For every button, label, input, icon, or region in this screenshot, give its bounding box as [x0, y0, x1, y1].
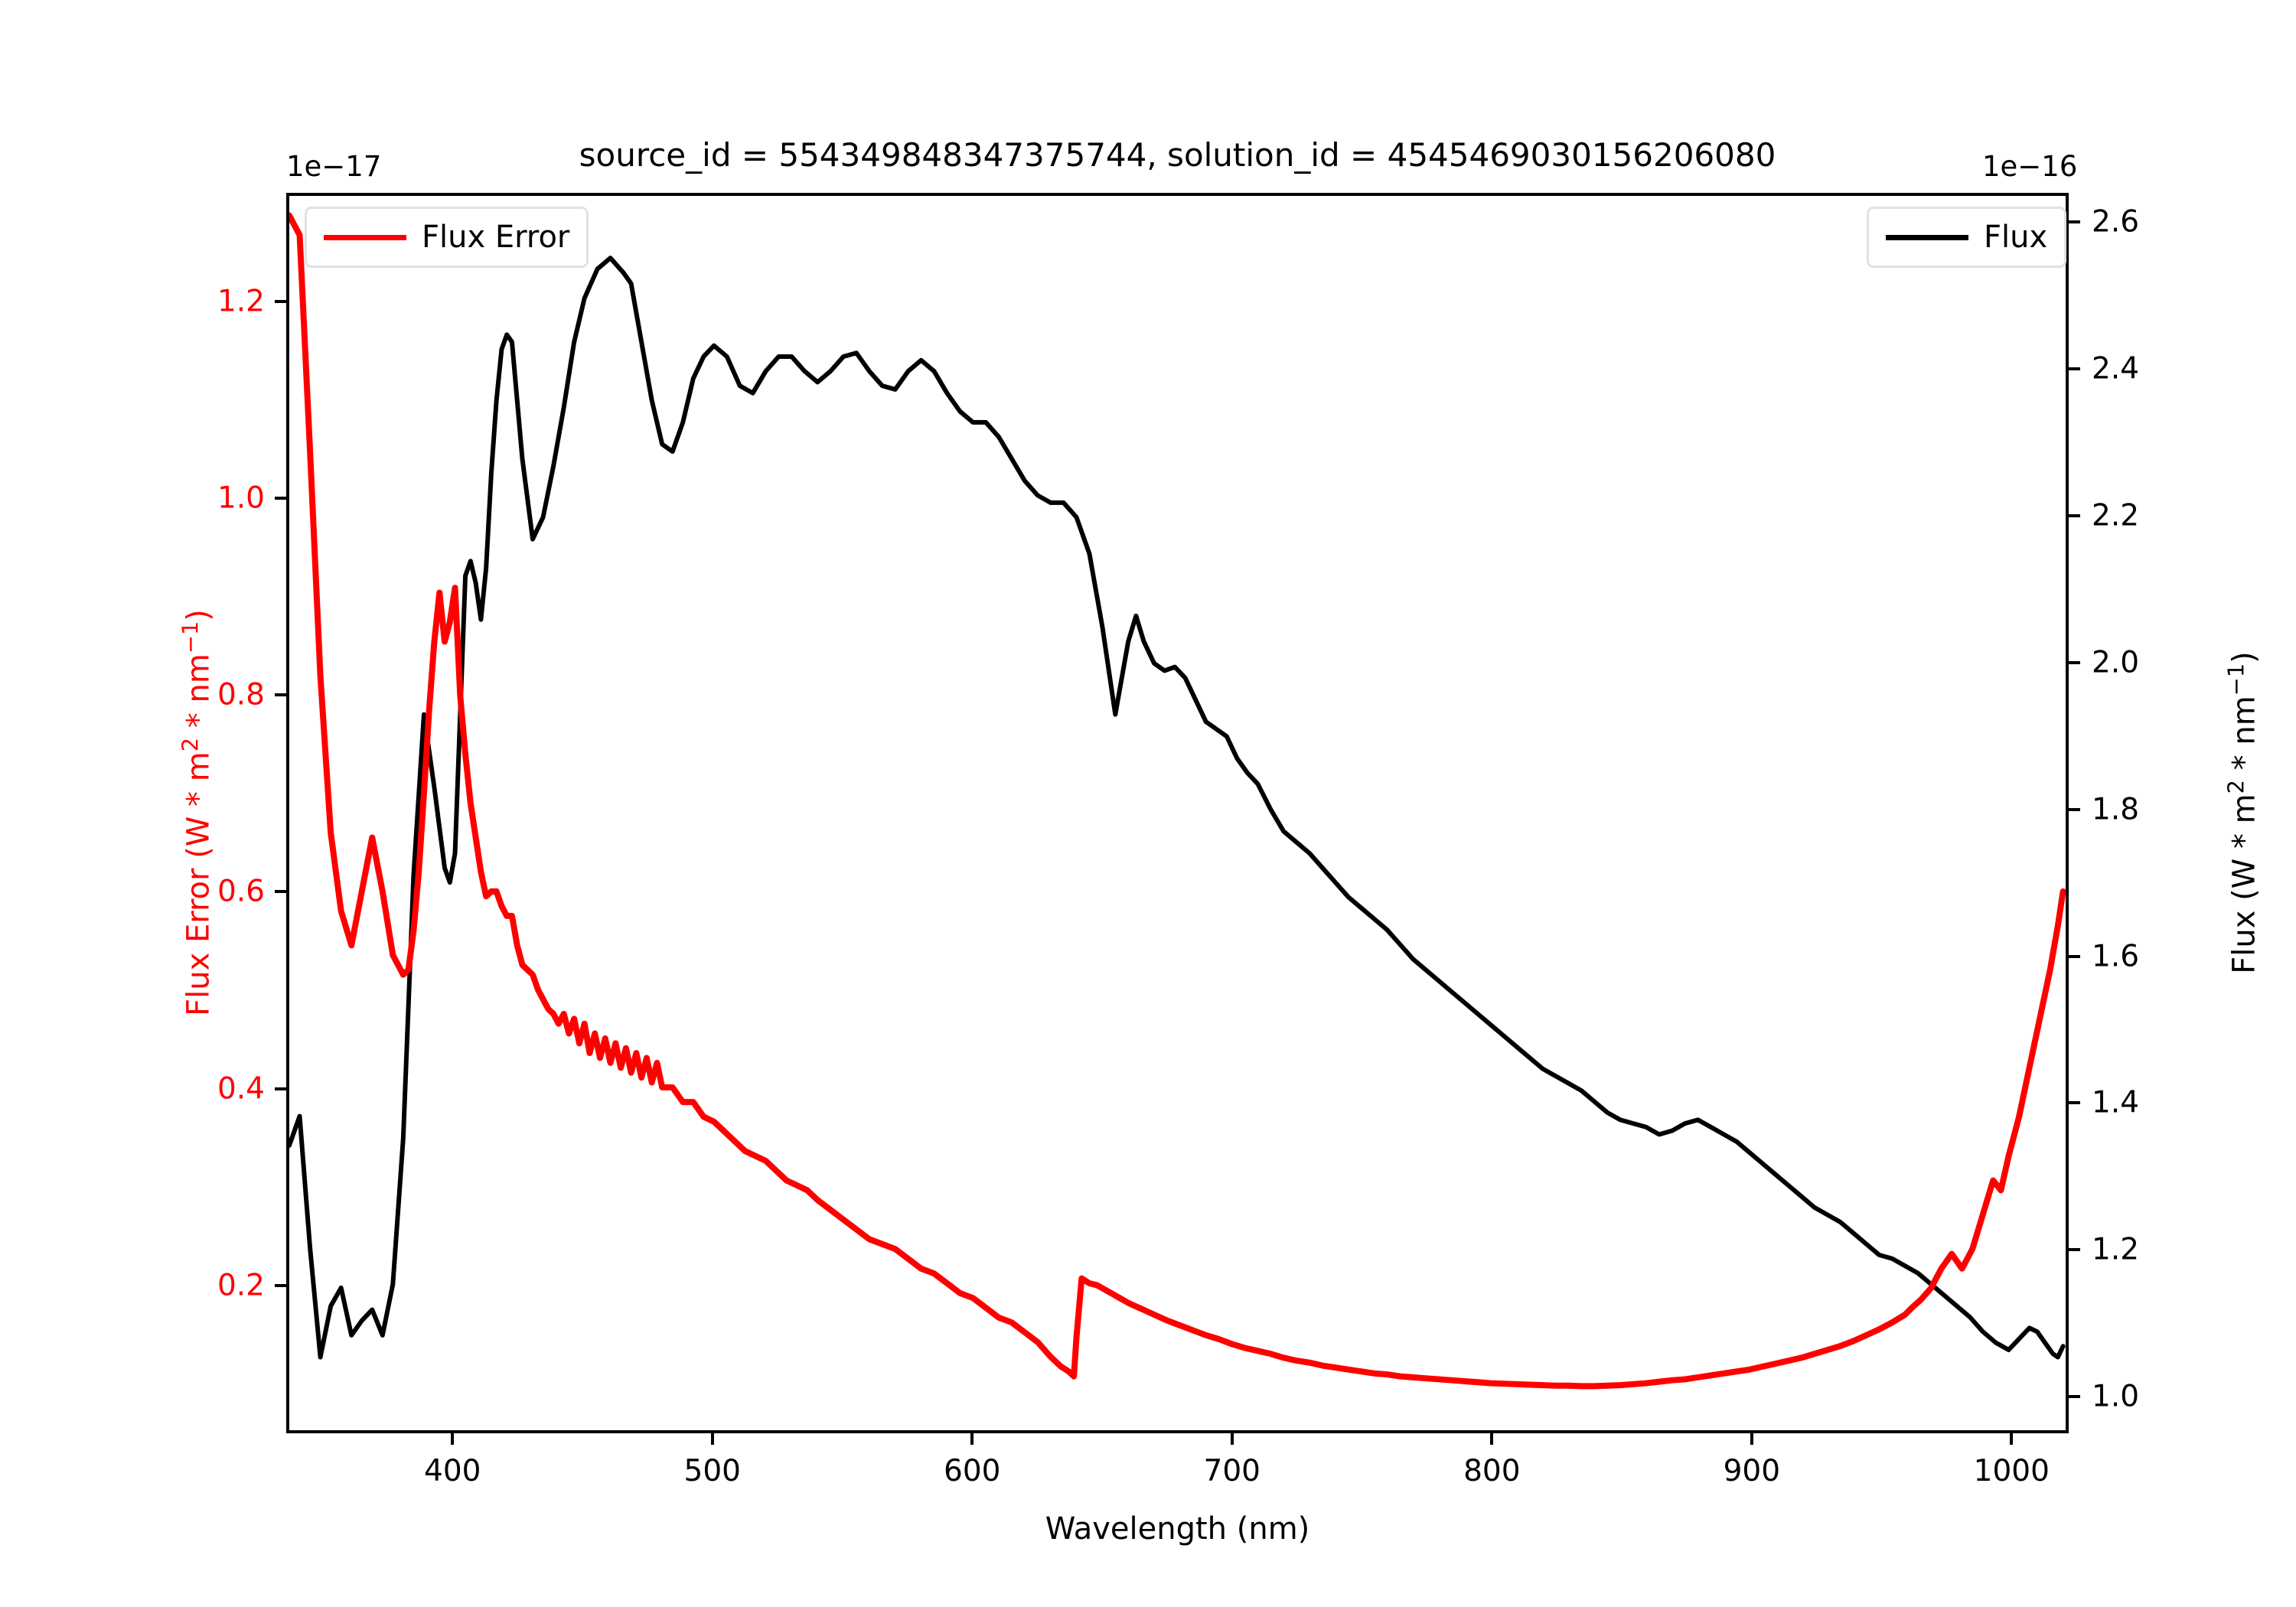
y-tick-label-right: 2.6 [2092, 204, 2140, 240]
y-tick-mark-right [2069, 1101, 2080, 1105]
y-tick-label-left: 0.8 [217, 677, 265, 712]
y-tick-label-right: 1.4 [2092, 1085, 2140, 1120]
y-tick-mark-left [275, 299, 286, 303]
y-tick-mark-right [2069, 1395, 2080, 1399]
x-tick-label: 600 [944, 1454, 1001, 1488]
legend-flux-error[interactable]: Flux Error [305, 207, 589, 268]
left-axis-exponent-label: 1e−17 [286, 150, 382, 183]
y-tick-label-left: 0.4 [217, 1071, 265, 1107]
y-axis-title-right: Flux (W * m2 * nm−1) [2223, 651, 2262, 974]
right-axis-exponent-label: 1e−16 [1982, 150, 2078, 183]
y-tick-mark-left [275, 1087, 286, 1090]
x-tick-label: 800 [1463, 1454, 1521, 1488]
y-tick-mark-right [2069, 660, 2080, 664]
y-tick-mark-left [275, 890, 286, 894]
y-tick-label-right: 1.8 [2092, 792, 2140, 827]
y-tick-mark-right [2069, 1248, 2080, 1252]
x-tick-mark [1750, 1433, 1753, 1445]
x-tick-label: 700 [1203, 1454, 1261, 1488]
x-axis-title: Wavelength (nm) [1045, 1511, 1310, 1547]
legend-flux-label: Flux [1984, 220, 2048, 255]
y-tick-label-right: 2.4 [2092, 351, 2140, 386]
y-tick-label-right: 1.0 [2092, 1379, 2140, 1414]
x-tick-label: 900 [1723, 1454, 1781, 1488]
page-title: source_id = 554349848347375744, solution… [579, 136, 1776, 174]
x-tick-mark [1230, 1433, 1234, 1445]
flux-error-line [289, 212, 2066, 1390]
y-axis-title-left: Flux Error (W * m2 * nm−1) [177, 609, 217, 1016]
y-tick-mark-right [2069, 514, 2080, 518]
x-tick-label: 1000 [1973, 1454, 2050, 1488]
flux-line [289, 256, 2066, 1360]
y-tick-mark-right [2069, 367, 2080, 371]
y-tick-mark-right [2069, 954, 2080, 958]
y-tick-mark-left [275, 1284, 286, 1288]
y-tick-label-right: 1.2 [2092, 1232, 2140, 1267]
x-tick-mark [970, 1433, 974, 1445]
y-tick-label-left: 0.2 [217, 1268, 265, 1303]
y-tick-mark-right [2069, 220, 2080, 224]
y-tick-mark-left [275, 496, 286, 500]
flux-error-line-swatch [324, 234, 406, 240]
plot-area [286, 193, 2069, 1433]
x-tick-label: 400 [424, 1454, 481, 1488]
x-tick-mark [2010, 1433, 2014, 1445]
y-tick-mark-left [275, 693, 286, 697]
flux-line-swatch [1886, 234, 1968, 240]
x-tick-mark [1490, 1433, 1494, 1445]
y-tick-label-right: 2.0 [2092, 645, 2140, 680]
y-tick-label-right: 1.6 [2092, 939, 2140, 974]
y-tick-mark-right [2069, 807, 2080, 811]
y-tick-label-left: 1.0 [217, 481, 265, 516]
legend-flux[interactable]: Flux [1867, 207, 2067, 268]
y-tick-label-left: 0.6 [217, 874, 265, 909]
y-tick-label-right: 2.2 [2092, 498, 2140, 533]
x-tick-mark [451, 1433, 455, 1445]
x-tick-mark [710, 1433, 714, 1445]
x-tick-label: 500 [683, 1454, 742, 1488]
legend-flux-error-label: Flux Error [422, 220, 570, 255]
spectrum-curves [289, 212, 2066, 1390]
y-tick-label-left: 1.2 [217, 284, 265, 319]
